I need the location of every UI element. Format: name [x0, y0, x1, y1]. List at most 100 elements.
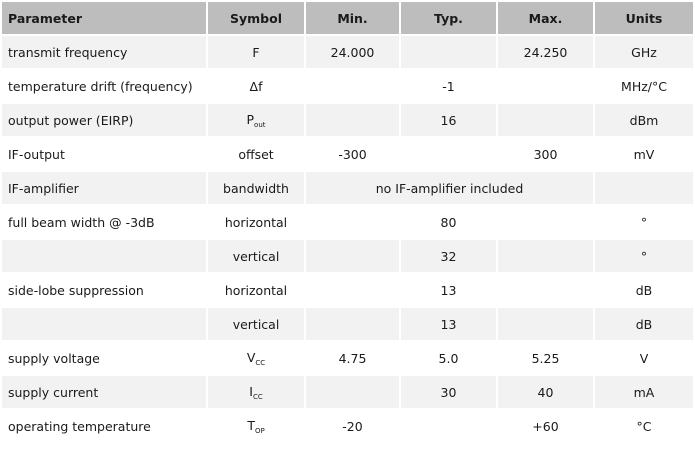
- units-cell: V: [595, 342, 693, 374]
- symbol-subscript: CC: [255, 358, 266, 367]
- max-cell: [498, 104, 593, 136]
- min-cell: [306, 274, 399, 306]
- parameter-cell: side-lobe suppression: [2, 274, 206, 306]
- units-cell: mV: [595, 138, 693, 170]
- max-cell: 24.250: [498, 36, 593, 68]
- min-cell: -20: [306, 410, 399, 442]
- table-row: temperature drift (frequency) Δf -1 MHz/°C: [2, 70, 693, 102]
- header-parameter: Parameter: [2, 2, 206, 34]
- symbol-text: F: [252, 44, 260, 60]
- symbol-cell: TOP: [208, 410, 304, 442]
- max-cell: 300: [498, 138, 593, 170]
- max-cell: 40: [498, 376, 593, 408]
- parameter-cell: supply current: [2, 376, 206, 408]
- units-cell: MHz/°C: [595, 70, 693, 102]
- min-cell: [306, 70, 399, 102]
- typ-cell: 13: [401, 274, 496, 306]
- table-row: supply current ICC 30 40 mA: [2, 376, 693, 408]
- header-max: Max.: [498, 2, 593, 34]
- table-row: IF-amplifier bandwidth no IF-amplifier inc…: [2, 172, 693, 204]
- units-cell: °: [595, 206, 693, 238]
- parameter-cell: output power (EIRP): [2, 104, 206, 136]
- symbol-text: vertical: [232, 248, 280, 264]
- max-cell: [498, 70, 593, 102]
- symbol-cell: Δf: [208, 70, 304, 102]
- parameter-cell: temperature drift (frequency): [2, 70, 206, 102]
- table-row: vertical 13 dB: [2, 308, 693, 340]
- symbol-cell: horizontal: [208, 206, 304, 238]
- min-cell: 24.000: [306, 36, 399, 68]
- min-cell: [306, 206, 399, 238]
- typ-cell: 80: [401, 206, 496, 238]
- symbol-cell: Pout: [208, 104, 304, 136]
- max-cell: [498, 274, 593, 306]
- units-cell: °: [595, 240, 693, 272]
- table-row: operating temperature TOP -20 +60 °C: [2, 410, 693, 442]
- min-cell: 4.75: [306, 342, 399, 374]
- symbol-cell: vertical: [208, 240, 304, 272]
- typ-cell: 13: [401, 308, 496, 340]
- table-row: IF-output offset -300 300 mV: [2, 138, 693, 170]
- header-units: Units: [595, 2, 693, 34]
- typ-cell: 16: [401, 104, 496, 136]
- symbol-text: horizontal: [224, 282, 288, 298]
- units-cell: dB: [595, 308, 693, 340]
- symbol-cell: horizontal: [208, 274, 304, 306]
- header-symbol: Symbol: [208, 2, 304, 34]
- symbol-subscript: OP: [254, 426, 265, 435]
- min-cell: [306, 104, 399, 136]
- min-cell: [306, 376, 399, 408]
- symbol-cell: offset: [208, 138, 304, 170]
- max-cell: +60: [498, 410, 593, 442]
- symbol-subscript: CC: [252, 392, 263, 401]
- min-cell: -300: [306, 138, 399, 170]
- typ-cell: -1: [401, 70, 496, 102]
- symbol-text: P: [246, 111, 255, 127]
- units-cell: GHz: [595, 36, 693, 68]
- header-typ: Typ.: [401, 2, 496, 34]
- parameter-cell: full beam width @ -3dB: [2, 206, 206, 238]
- typ-cell: [401, 410, 496, 442]
- spec-table: Parameter Symbol Min. Typ. Max. Units tr…: [2, 2, 693, 442]
- units-cell: dB: [595, 274, 693, 306]
- symbol-text: Δf: [249, 78, 263, 94]
- parameter-cell: supply voltage: [2, 342, 206, 374]
- typ-cell: 32: [401, 240, 496, 272]
- max-cell: 5.25: [498, 342, 593, 374]
- spec-table-body: transmit frequency F 24.000 24.250 GHz temper…: [2, 36, 693, 442]
- typ-cell: [401, 138, 496, 170]
- parameter-cell: [2, 308, 206, 340]
- header-min: Min.: [306, 2, 399, 34]
- typ-cell: 5.0: [401, 342, 496, 374]
- table-row: transmit frequency F 24.000 24.250 GHz: [2, 36, 693, 68]
- parameter-cell: IF-output: [2, 138, 206, 170]
- symbol-cell: F: [208, 36, 304, 68]
- spanned-value-cell: no IF-amplifier included: [306, 172, 593, 204]
- symbol-text: V: [246, 349, 256, 365]
- parameter-cell: IF-amplifier: [2, 172, 206, 204]
- symbol-cell: VCC: [208, 342, 304, 374]
- units-cell: dBm: [595, 104, 693, 136]
- table-row: side-lobe suppression horizontal 13 dB: [2, 274, 693, 306]
- symbol-text: T: [247, 417, 255, 433]
- symbol-cell: ICC: [208, 376, 304, 408]
- table-row: vertical 32 °: [2, 240, 693, 272]
- table-row: output power (EIRP) Pout 16 dBm: [2, 104, 693, 136]
- table-row: supply voltage VCC 4.75 5.0 5.25 V: [2, 342, 693, 374]
- symbol-subscript: out: [254, 120, 266, 129]
- parameter-cell: [2, 240, 206, 272]
- symbol-text: I: [249, 383, 253, 399]
- symbol-text: horizontal: [224, 214, 288, 230]
- symbol-cell: vertical: [208, 308, 304, 340]
- min-cell: [306, 240, 399, 272]
- table-row: full beam width @ -3dB horizontal 80 °: [2, 206, 693, 238]
- symbol-text: vertical: [232, 316, 280, 332]
- symbol-cell: bandwidth: [208, 172, 304, 204]
- parameter-cell: operating temperature: [2, 410, 206, 442]
- units-cell: mA: [595, 376, 693, 408]
- symbol-text: offset: [238, 146, 274, 162]
- typ-cell: 30: [401, 376, 496, 408]
- header-row: Parameter Symbol Min. Typ. Max. Units: [2, 2, 693, 34]
- typ-cell: [401, 36, 496, 68]
- units-cell: [595, 172, 693, 204]
